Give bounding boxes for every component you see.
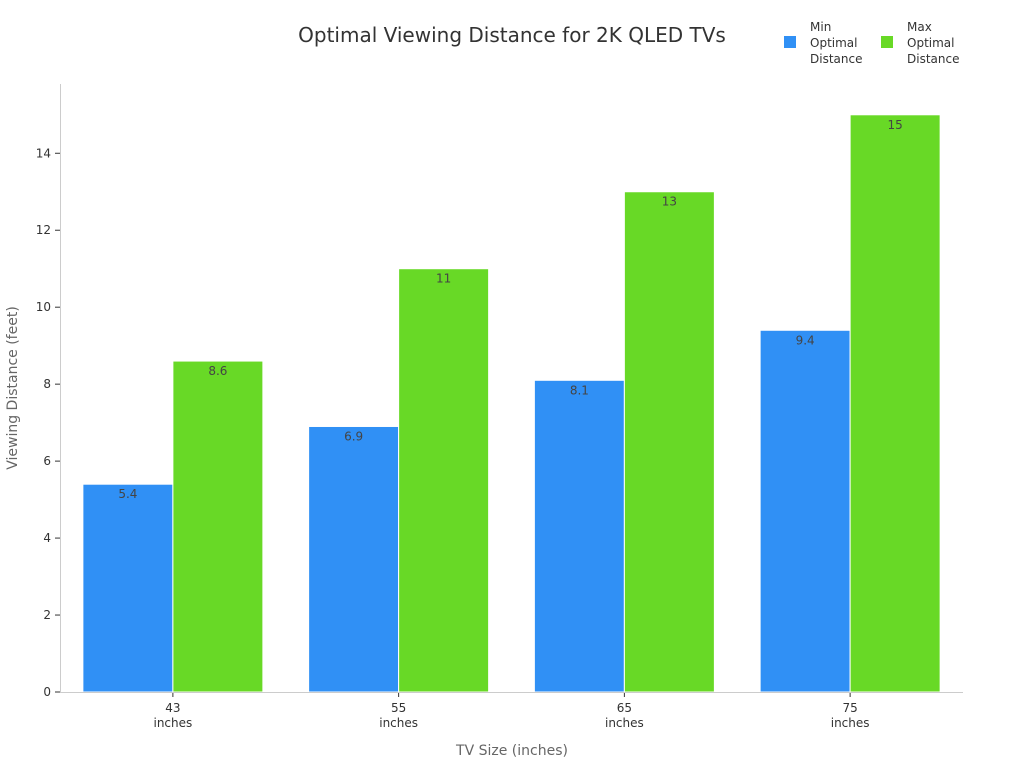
x-tick-label-43: 43 inches [153,701,192,730]
y-tick-label-4: 4 [43,531,51,545]
legend-swatch-series2 [881,36,893,48]
data-label-series1-65: 8.1 [570,383,589,397]
legend-swatch-series1 [784,36,796,48]
legend-label-series1: Min Optimal Distance [810,20,862,66]
data-label-series2-65: 13 [662,195,677,209]
legend-label-series2: Max Optimal Distance [907,20,959,66]
y-tick-label-10: 10 [36,300,51,314]
legend-label-line: Max [907,20,932,34]
bar-series1-65 [533,379,625,693]
x-tick-label-line: inches [605,716,644,730]
x-tick-label-line: inches [379,716,418,730]
bar-series2-43 [172,360,264,693]
x-tick-label-75: 75 inches [831,701,870,730]
x-tick-label-55: 55 inches [379,701,418,730]
data-label-series1-75: 9.4 [796,333,815,347]
bar-series1-75 [759,329,851,693]
legend-label-line: Optimal [907,36,954,50]
y-axis-title: Viewing Distance (feet) [5,306,21,470]
y-tick-label-14: 14 [36,146,51,160]
chart-title: Optimal Viewing Distance for 2K QLED TVs [298,23,726,47]
y-tick-label-2: 2 [43,608,51,622]
legend-label-line: Distance [907,52,959,66]
x-tick-label-line: inches [153,716,192,730]
bar-series1-55 [308,425,400,693]
data-label-series2-75: 15 [887,118,902,132]
data-label-series1-43: 5.4 [118,487,137,501]
data-label-series2-55: 11 [436,272,451,286]
y-tick-label-8: 8 [43,377,51,391]
y-tick-label-6: 6 [43,454,51,468]
bar-series1-43 [82,483,174,693]
data-label-series1-55: 6.9 [344,429,363,443]
legend-label-line: Min [810,20,831,34]
legend: Min Optimal Distance Max Optimal Distance [784,20,959,66]
data-label-series2-43: 8.6 [208,364,227,378]
x-tick-label-line: inches [831,716,870,730]
x-tick-label-line: 55 [391,701,406,715]
legend-label-line: Distance [810,52,862,66]
x-tick-label-65: 65 inches [605,701,644,730]
x-tick-label-line: 43 [165,701,180,715]
x-tick-label-line: 65 [617,701,632,715]
x-tick-label-line: 75 [842,701,857,715]
y-tick-label-12: 12 [36,223,51,237]
bar-series2-65 [623,191,715,693]
legend-label-line: Optimal [810,36,857,50]
bar-series2-75 [849,114,941,693]
bar-series2-55 [398,268,490,693]
x-axis-title: TV Size (inches) [455,743,568,759]
y-tick-label-0: 0 [43,685,51,699]
